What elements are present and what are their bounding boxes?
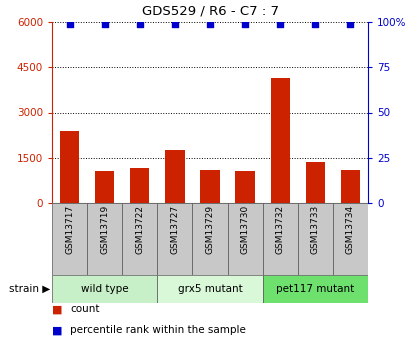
Bar <box>60 131 79 203</box>
Point <box>136 21 143 27</box>
Point <box>277 21 284 27</box>
Bar <box>122 203 158 275</box>
Point <box>171 21 178 27</box>
Bar <box>158 203 192 275</box>
Bar <box>333 203 368 275</box>
Point <box>66 21 73 27</box>
Point <box>207 21 213 27</box>
Text: GSM13717: GSM13717 <box>65 205 74 254</box>
Text: ■: ■ <box>52 325 63 335</box>
Bar <box>306 162 325 203</box>
Text: GSM13733: GSM13733 <box>311 205 320 254</box>
Bar <box>228 203 262 275</box>
Bar <box>165 150 184 203</box>
Bar <box>262 275 368 303</box>
Point <box>242 21 249 27</box>
Text: GSM13722: GSM13722 <box>135 205 144 254</box>
Bar <box>52 275 158 303</box>
Text: GSM13719: GSM13719 <box>100 205 109 254</box>
Bar <box>200 170 220 203</box>
Bar <box>236 171 255 203</box>
Bar <box>192 203 228 275</box>
Bar <box>341 170 360 203</box>
Text: count: count <box>70 304 100 314</box>
Point <box>347 21 354 27</box>
Bar <box>95 171 114 203</box>
Text: GSM13732: GSM13732 <box>276 205 285 254</box>
Text: strain ▶: strain ▶ <box>9 284 50 294</box>
Bar <box>298 203 333 275</box>
Bar <box>158 275 262 303</box>
Point <box>312 21 319 27</box>
Text: wild type: wild type <box>81 284 129 294</box>
Bar <box>130 168 150 203</box>
Text: GDS529 / R6 - C7 : 7: GDS529 / R6 - C7 : 7 <box>142 4 278 17</box>
Bar <box>52 203 87 275</box>
Text: GSM13729: GSM13729 <box>205 205 215 254</box>
Text: GSM13734: GSM13734 <box>346 205 355 254</box>
Bar <box>270 78 290 203</box>
Bar <box>262 203 298 275</box>
Text: GSM13727: GSM13727 <box>171 205 179 254</box>
Text: pet117 mutant: pet117 mutant <box>276 284 354 294</box>
Text: ■: ■ <box>52 304 63 314</box>
Text: grx5 mutant: grx5 mutant <box>178 284 242 294</box>
Text: percentile rank within the sample: percentile rank within the sample <box>70 325 246 335</box>
Text: GSM13730: GSM13730 <box>241 205 249 254</box>
Bar <box>87 203 122 275</box>
Point <box>101 21 108 27</box>
